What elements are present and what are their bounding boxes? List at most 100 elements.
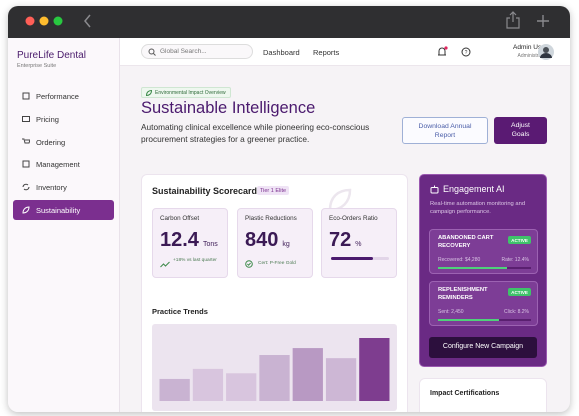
minimize-dot[interactable] xyxy=(39,16,49,26)
metric-value: 12.4 xyxy=(160,229,199,251)
brand-tagline: Enterprise Suite xyxy=(17,63,57,69)
adjust-goals-button[interactable]: Adjust Goals xyxy=(494,117,547,144)
trend-bar xyxy=(259,355,290,401)
metric-label: Eco-Orders Ratio xyxy=(329,215,378,222)
scorecard-card: Sustainability Scorecard Tier 1 Elite Ca… xyxy=(141,174,408,412)
notification-dot xyxy=(444,46,448,50)
campaign-stat: Rate: 12.4% xyxy=(501,257,529,263)
nav-icon xyxy=(22,92,30,100)
trend-chart xyxy=(152,324,397,411)
nav-item[interactable]: Pricing xyxy=(13,109,114,129)
search-icon xyxy=(148,48,156,56)
sidebar: PureLife Dental Enterprise Suite Perform… xyxy=(8,38,120,412)
campaign-stat: Click: 8.2% xyxy=(503,309,529,315)
campaign-card[interactable]: ABANDONED CART RECOVERY ACTIVE Recovered… xyxy=(429,229,538,274)
help-icon[interactable] xyxy=(461,47,471,57)
trend-bar xyxy=(192,368,224,401)
certifications-card: Impact Certifications xyxy=(419,378,547,412)
badge-text: Environmental Impact Overview xyxy=(155,90,226,96)
trend-bar xyxy=(359,338,390,401)
close-dot[interactable] xyxy=(25,16,35,26)
campaign-title: REPLENISHMENT REMINDERS xyxy=(438,287,488,301)
metric-card: Plastic Reductions 840 kg Cert: P-Free Go… xyxy=(237,208,313,278)
metric-unit: % xyxy=(355,241,362,248)
nav-item[interactable]: Performance xyxy=(13,86,114,106)
back-icon[interactable] xyxy=(84,14,91,28)
nav-label: Sustainability xyxy=(36,205,81,215)
download-button[interactable]: Download Annual Report xyxy=(402,117,488,144)
engagement-description: Real-time automation monitoring and camp… xyxy=(430,201,526,215)
title-bar xyxy=(8,6,570,38)
avatar[interactable] xyxy=(537,43,555,61)
scorecard-title: Sustainability Scorecard xyxy=(152,186,258,196)
top-link[interactable]: Reports xyxy=(313,48,340,57)
zoom-dot[interactable] xyxy=(53,16,63,26)
nav-label: Management xyxy=(36,159,80,169)
trend-bar xyxy=(292,348,323,401)
nav-item[interactable]: Ordering xyxy=(13,132,114,152)
metric-card: Eco-Orders Ratio 72% xyxy=(321,208,397,278)
nav-label: Performance xyxy=(36,91,79,101)
top-bar: Global Search... Dashboard Reports ? Adm… xyxy=(120,38,570,66)
metric-value: 72 xyxy=(329,229,352,251)
search-placeholder: Global Search... xyxy=(160,48,207,55)
status-badge: ACTIVE xyxy=(508,236,531,244)
user-name: Admin User xyxy=(513,44,547,51)
app-window: PureLife Dental Enterprise Suite Perform… xyxy=(8,6,570,412)
metric-label: Plastic Reductions xyxy=(245,215,297,222)
metric-unit: kg xyxy=(282,241,290,248)
nav-item-active[interactable]: Sustainability xyxy=(13,200,114,220)
new-tab-icon[interactable] xyxy=(537,15,549,27)
certifications-title: Impact Certifications xyxy=(430,390,500,397)
progress-track xyxy=(438,267,531,269)
page-subtitle: Automating clinical excellence while pio… xyxy=(141,122,370,144)
brand-name: PureLife Dental xyxy=(17,50,86,61)
engagement-title: Engagement AI xyxy=(443,184,505,194)
watermark-icon xyxy=(328,188,352,212)
search-box[interactable]: Global Search... xyxy=(141,44,253,59)
overview-badge: Environmental Impact Overview xyxy=(141,87,231,98)
bot-icon xyxy=(430,185,439,194)
metric-value-row: 72% xyxy=(329,229,389,252)
nav-icon xyxy=(22,206,30,214)
nav-icon xyxy=(22,116,30,122)
nav-icon xyxy=(22,160,30,168)
trend-bar xyxy=(325,358,357,401)
metric-note: +18% vs last quarter xyxy=(173,258,217,263)
engagement-panel: Engagement AI Real-time automation monit… xyxy=(419,174,547,367)
metric-label: Carbon Offset xyxy=(160,215,200,222)
progress-track xyxy=(438,319,531,321)
nav-item[interactable]: Inventory xyxy=(13,177,114,197)
user-role: Administrator xyxy=(517,53,547,59)
leaf-icon xyxy=(146,90,152,96)
metric-value: 840 xyxy=(245,229,279,251)
trend-bar xyxy=(159,378,190,401)
trend-icon xyxy=(160,261,170,268)
campaign-card[interactable]: REPLENISHMENT REMINDERS ACTIVE Sent: 2,4… xyxy=(429,281,538,326)
nav-label: Pricing xyxy=(36,114,59,124)
configure-button[interactable]: Configure New Campaign xyxy=(429,337,537,358)
page-title: Sustainable Intelligence xyxy=(141,99,316,117)
share-icon[interactable] xyxy=(506,11,520,29)
metric-card: Carbon Offset 12.4 Tons +18% vs last quar… xyxy=(152,208,228,278)
campaign-title: ABANDONED CART RECOVERY xyxy=(438,235,494,249)
nav-label: Inventory xyxy=(36,182,67,192)
metric-note: Cert: P-Free Gold xyxy=(258,261,296,266)
check-icon xyxy=(245,260,253,268)
status-badge: ACTIVE xyxy=(508,288,531,296)
top-link[interactable]: Dashboard xyxy=(263,48,300,57)
nav-icon xyxy=(22,183,30,191)
ratio-fill xyxy=(331,257,373,260)
help-mark: ? xyxy=(465,50,468,56)
nav-label: Ordering xyxy=(36,137,66,147)
nav-item[interactable]: Management xyxy=(13,154,114,174)
top-icons: ? xyxy=(438,46,471,57)
bell-icon[interactable] xyxy=(438,47,446,56)
nav-icon xyxy=(22,138,30,144)
window-controls xyxy=(25,11,549,29)
progress-fill xyxy=(438,319,500,321)
campaign-stat: Recovered: $4,280 xyxy=(438,257,481,263)
metric-value-row: 12.4 Tons xyxy=(160,229,220,252)
